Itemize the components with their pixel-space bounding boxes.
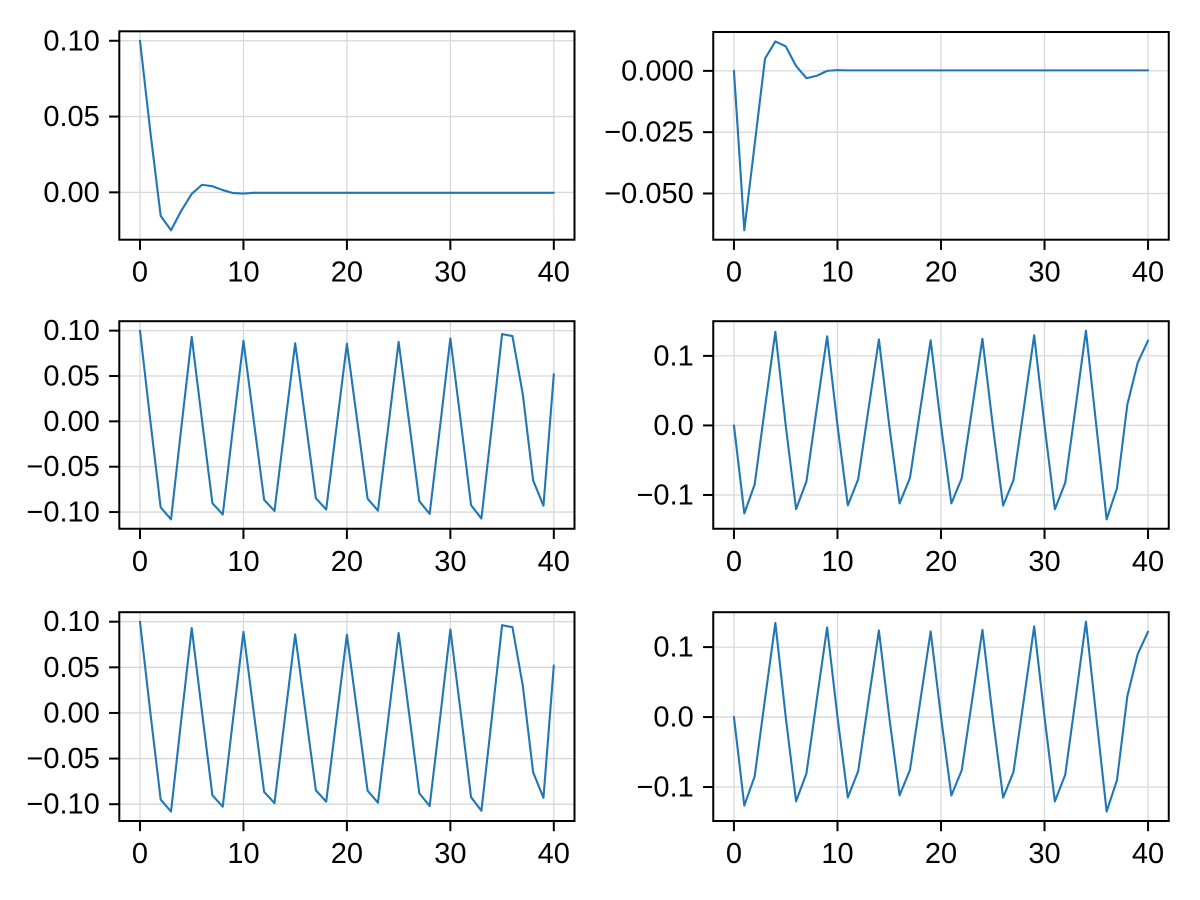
svg-text:30: 30: [1028, 838, 1060, 870]
svg-text:0.1: 0.1: [653, 340, 693, 372]
svg-text:0.05: 0.05: [43, 360, 99, 392]
svg-text:10: 10: [227, 546, 259, 578]
svg-text:−0.025: −0.025: [604, 117, 694, 149]
svg-text:40: 40: [1132, 838, 1164, 870]
svg-text:0: 0: [726, 838, 742, 870]
svg-text:40: 40: [1132, 257, 1164, 289]
svg-text:40: 40: [538, 257, 570, 289]
svg-text:−0.10: −0.10: [26, 789, 99, 821]
svg-text:0.05: 0.05: [43, 652, 99, 684]
svg-text:−0.050: −0.050: [604, 178, 694, 210]
svg-text:0.05: 0.05: [43, 101, 99, 133]
svg-text:30: 30: [434, 838, 466, 870]
svg-text:40: 40: [1132, 546, 1164, 578]
svg-text:30: 30: [1028, 546, 1060, 578]
svg-text:0: 0: [132, 838, 148, 870]
svg-text:20: 20: [331, 838, 363, 870]
svg-text:10: 10: [821, 546, 853, 578]
svg-text:20: 20: [331, 257, 363, 289]
svg-text:0.10: 0.10: [43, 315, 99, 347]
svg-text:30: 30: [1028, 257, 1060, 289]
svg-text:0.10: 0.10: [43, 606, 99, 638]
svg-text:−0.05: −0.05: [26, 743, 99, 775]
svg-text:10: 10: [821, 257, 853, 289]
svg-text:40: 40: [538, 546, 570, 578]
svg-text:0.0: 0.0: [653, 410, 693, 442]
svg-text:10: 10: [227, 257, 259, 289]
svg-text:30: 30: [434, 546, 466, 578]
svg-text:0.1: 0.1: [653, 632, 693, 664]
svg-text:20: 20: [925, 838, 957, 870]
svg-text:−0.10: −0.10: [26, 497, 99, 529]
svg-text:0.00: 0.00: [43, 697, 99, 729]
svg-text:0.000: 0.000: [621, 55, 694, 87]
svg-text:10: 10: [227, 838, 259, 870]
svg-text:−0.05: −0.05: [26, 451, 99, 483]
svg-text:0: 0: [132, 546, 148, 578]
svg-text:0: 0: [132, 257, 148, 289]
svg-text:10: 10: [821, 838, 853, 870]
svg-text:0: 0: [726, 546, 742, 578]
svg-text:−0.1: −0.1: [637, 772, 694, 804]
svg-text:0: 0: [726, 257, 742, 289]
svg-text:40: 40: [538, 838, 570, 870]
svg-text:0.00: 0.00: [43, 406, 99, 438]
svg-text:0.00: 0.00: [43, 177, 99, 209]
svg-text:20: 20: [925, 546, 957, 578]
svg-text:20: 20: [925, 257, 957, 289]
svg-text:30: 30: [434, 257, 466, 289]
svg-text:−0.1: −0.1: [637, 479, 694, 511]
svg-text:0.10: 0.10: [43, 25, 99, 57]
svg-text:20: 20: [331, 546, 363, 578]
svg-text:0.0: 0.0: [653, 702, 693, 734]
